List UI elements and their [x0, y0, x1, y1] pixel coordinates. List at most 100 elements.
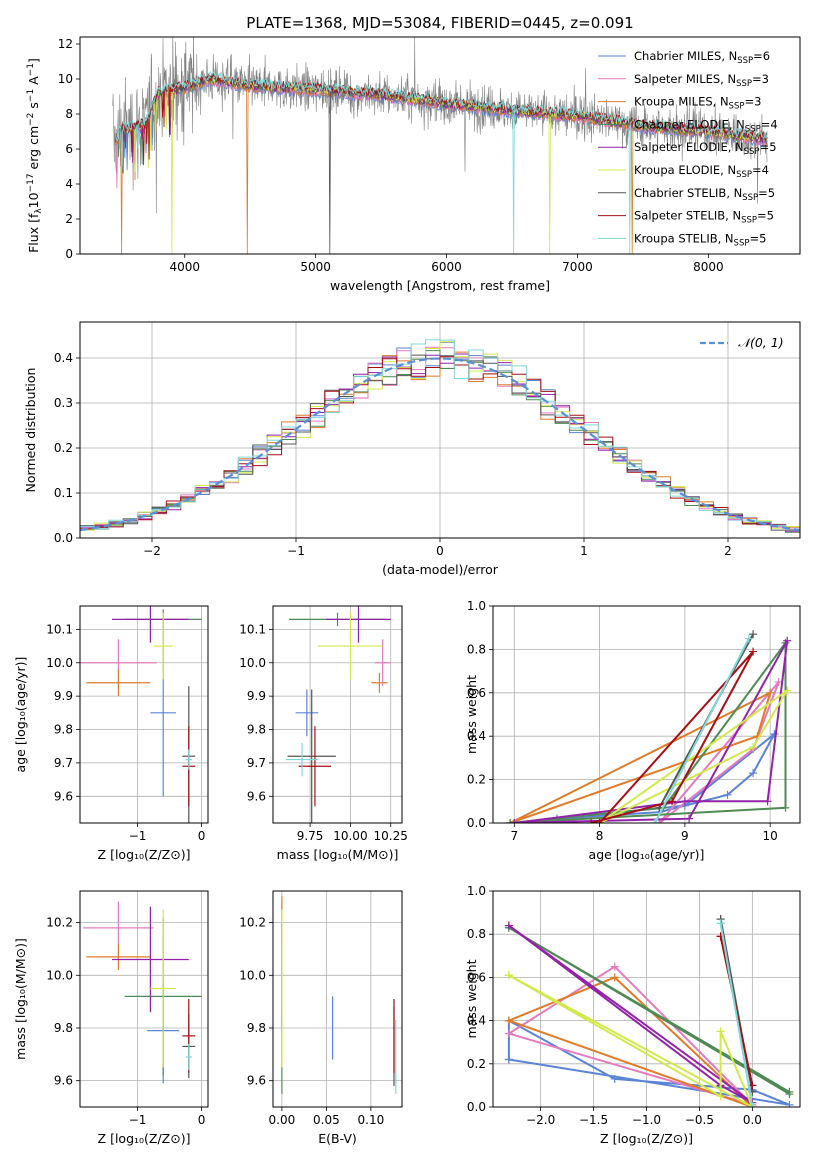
label-part: SSP [737, 56, 753, 66]
x-tick-label: 9 [681, 829, 689, 843]
label-part: 10 [26, 192, 41, 208]
x-tick-label: 0 [198, 829, 206, 843]
y-tick-label: 0 [65, 247, 73, 261]
y-tick-label: 9.6 [247, 1074, 266, 1088]
residual-histogram-yellow [80, 341, 800, 531]
x-axis-label: Z [log₁₀(Z/Z⊙)] [98, 847, 191, 862]
mass-weight-marker-red [668, 797, 677, 806]
mass-weight-marker-yellow [783, 686, 792, 695]
mass-weight-marker-blue [504, 1055, 513, 1064]
mass-weight-marker-cyan [748, 1103, 757, 1107]
mass-weight-marker-purple [763, 797, 772, 806]
label-part: Kroupa ELODIE, N [634, 163, 736, 177]
mass-weight-marker-green [781, 803, 790, 812]
label-part: λ [34, 208, 44, 214]
plot-area [504, 915, 794, 1107]
y-tick-label: 0.3 [54, 396, 73, 410]
mass-weight-line-purple [514, 640, 789, 823]
label-part: SSP [736, 170, 752, 180]
y-axis-label: mass [log₁₀(M/M⊙)] [13, 938, 28, 1060]
label-part: SSP [734, 238, 750, 248]
y-tick-label: 1.0 [467, 599, 486, 613]
label-part: ] [26, 58, 41, 63]
ticks: −1 0 9.6 9.8 10.0 10.2 [46, 916, 205, 1127]
plot-area [112, 37, 768, 254]
mass-weight-marker-purple [510, 819, 519, 823]
x-axis-label: wavelength [Angstrom, rest frame] [330, 278, 550, 293]
y-tick-label: 0.0 [467, 816, 486, 830]
label-part: =3 [752, 72, 769, 86]
label-part: =5 [749, 231, 766, 245]
legend-entry: Chabrier ELODIE, NSSP=4 [634, 117, 778, 134]
axes-frame [79, 36, 801, 255]
label-part: SSP [744, 147, 760, 157]
mass-weight-marker-yellow [716, 1092, 725, 1101]
mass-weight-line-red [590, 650, 754, 823]
ticks: −1 0 9.6 9.7 9.8 9.9 10.0 10.1 [46, 622, 205, 843]
label-part: =5 [760, 140, 777, 154]
y-tick-label: 10.0 [46, 968, 73, 982]
x-tick-label: −1.5 [579, 1113, 608, 1127]
axes-frame [79, 605, 209, 824]
mass-weight-marker-yellow [504, 971, 513, 980]
legend-entry: Kroupa MILES, NSSP=3 [634, 95, 761, 112]
x-tick-label: −1 [129, 829, 147, 843]
legend-entry: 𝒩(0, 1) [738, 335, 784, 350]
legend: 𝒩(0, 1) [700, 335, 784, 350]
y-tick-label: 0.2 [54, 441, 73, 455]
label-part: −1 [26, 89, 36, 102]
x-axis-label: E(B-V) [318, 1131, 357, 1146]
label-part: SSP [729, 102, 745, 112]
x-tick-label: 4000 [169, 260, 200, 274]
legend-entry: Chabrier MILES, NSSP=6 [634, 49, 770, 66]
x-tick-label: 1 [580, 544, 588, 558]
mass-weight-marker-blue [749, 769, 758, 778]
label-part: A [26, 76, 41, 89]
label-part: SSP [745, 124, 761, 134]
label-part: Chabrier MILES, N [634, 49, 737, 63]
mass-weight-marker-pink [610, 962, 619, 971]
mass-weight-marker-blue [785, 1100, 794, 1107]
mass-weight-marker-red [748, 1081, 757, 1090]
label-part: Kroupa MILES, N [634, 95, 729, 109]
y-axis-label: mass weight [464, 675, 479, 754]
y-tick-label: 0.4 [467, 1014, 486, 1028]
mass-weight-marker-blue [723, 790, 732, 799]
y-tick-label: 2 [65, 212, 73, 226]
x-axis-label: (data-model)/error [382, 562, 499, 577]
y-axis-label: Flux [fλ10−17 erg cm−2 s−1 A−1] [26, 58, 44, 253]
mass-weight-line-pink [508, 965, 754, 1106]
residuals-panel: −2 −1 0 1 2 0.0 0.1 0.2 0.3 0.4 (data-model)/error… [23, 321, 801, 577]
x-tick-label: 7000 [562, 260, 593, 274]
x-axis-label: Z [log₁₀(Z/Z⊙)] [600, 1131, 693, 1146]
plot-area [281, 896, 397, 1094]
y-tick-label: 10.2 [46, 916, 73, 930]
mass-weight-marker-orange [504, 1016, 513, 1025]
y-tick-label: 10.0 [46, 656, 73, 670]
plot-area [285, 606, 391, 823]
label-part: Salpeter ELODIE, N [634, 140, 744, 154]
label-part: Chabrier STELIB, N [634, 186, 742, 200]
label-part: SSP [736, 79, 752, 89]
mass-weight-marker-green [506, 819, 515, 823]
mass-weight-marker-yellow [716, 1027, 725, 1036]
plot-area [80, 606, 202, 823]
y-tick-label: 9.9 [54, 689, 73, 703]
legend-entry: Kroupa STELIB, NSSP=5 [634, 231, 766, 248]
y-tick-label: 0.6 [467, 970, 486, 984]
y-tick-label: 9.6 [247, 789, 266, 803]
y-tick-label: 1.0 [467, 884, 486, 898]
label-part: −17 [26, 173, 36, 192]
x-tick-label: 8 [596, 829, 604, 843]
y-tick-label: 0.6 [467, 686, 486, 700]
mass-weight-marker-pink [504, 1029, 513, 1038]
mass-weight-marker-purple [685, 814, 694, 823]
axes-frame [79, 321, 801, 539]
mass-weight-marker-cyan [716, 919, 725, 928]
y-axis-label: mass weight [464, 959, 479, 1038]
y-tick-label: 0.4 [54, 351, 73, 365]
residual-histogram-red [80, 356, 800, 530]
x-tick-label: 0 [436, 544, 444, 558]
mass-weight-marker-purple [783, 636, 792, 645]
